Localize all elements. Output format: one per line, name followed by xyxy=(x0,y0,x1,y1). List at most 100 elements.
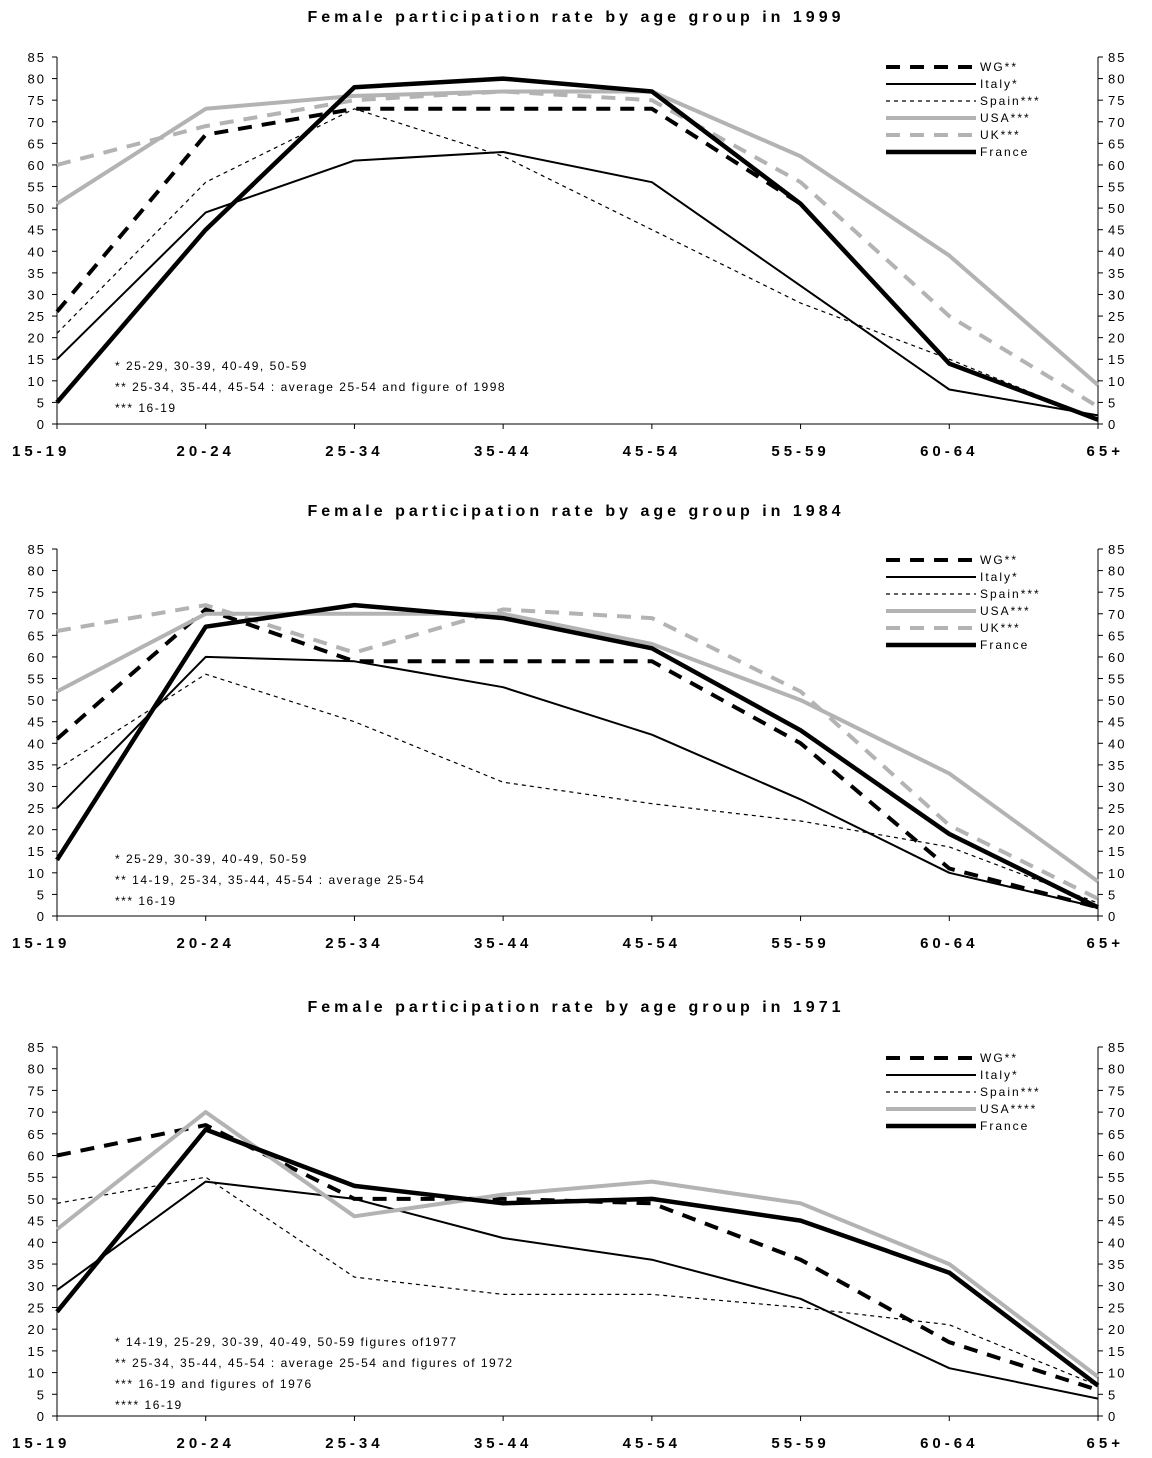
series-line-france xyxy=(55,602,1099,910)
y-tick-label-right: 85 xyxy=(1108,542,1126,557)
y-tick-label-right: 40 xyxy=(1108,244,1126,259)
y-tick-label-right: 15 xyxy=(1108,1344,1126,1359)
x-tick-label: 15-19 xyxy=(12,443,70,460)
y-tick-label-left: 0 xyxy=(37,417,46,432)
y-tick-label-left: 5 xyxy=(37,1387,46,1402)
x-tick-label: 20-24 xyxy=(177,443,235,460)
y-tick-label-right: 70 xyxy=(1108,115,1126,130)
y-tick-label-left: 0 xyxy=(37,909,46,924)
footnote: * 25-29, 30-39, 40-49, 50-59 xyxy=(115,359,308,373)
x-tick-label: 60-64 xyxy=(920,935,978,952)
series-line-spain xyxy=(56,108,1099,421)
y-tick-label-right: 15 xyxy=(1108,352,1126,367)
x-tick-label: 60-64 xyxy=(920,1435,978,1452)
y-tick-label-left: 50 xyxy=(28,693,46,708)
chart-title: Female participation rate by age group i… xyxy=(308,999,845,1016)
y-tick-label-left: 15 xyxy=(28,352,46,367)
y-tick-label-left: 65 xyxy=(28,1127,46,1142)
x-tick-label: 65+ xyxy=(1087,935,1124,952)
footnote: *** 16-19 xyxy=(115,401,177,415)
y-tick-label-left: 20 xyxy=(28,1322,46,1337)
y-tick-label-right: 5 xyxy=(1108,1387,1117,1402)
x-tick-label: 20-24 xyxy=(177,935,235,952)
series-line-uk xyxy=(56,89,1100,409)
legend-label: UK*** xyxy=(980,621,1021,635)
y-tick-label-left: 30 xyxy=(28,779,46,794)
legend-label: USA**** xyxy=(980,1102,1037,1116)
series-line-italy xyxy=(56,655,1099,909)
y-tick-label-left: 70 xyxy=(28,607,46,622)
footnote: ** 25-34, 35-44, 45-54 : average 25-54 a… xyxy=(115,1356,514,1370)
y-tick-label-right: 70 xyxy=(1108,1105,1126,1120)
y-tick-label-right: 20 xyxy=(1108,1322,1126,1337)
y-tick-label-left: 40 xyxy=(28,244,46,259)
y-tick-label-right: 60 xyxy=(1108,650,1126,665)
footnote: * 25-29, 30-39, 40-49, 50-59 xyxy=(115,852,308,866)
y-tick-label-left: 25 xyxy=(28,801,46,816)
x-tick-label: 60-64 xyxy=(920,443,978,460)
legend-label: USA*** xyxy=(980,604,1031,618)
y-tick-label-left: 70 xyxy=(28,115,46,130)
series-line-wg xyxy=(55,607,1099,910)
legend-label: France xyxy=(980,638,1029,652)
y-tick-label-left: 20 xyxy=(28,823,46,838)
legend-label: France xyxy=(980,1119,1029,1133)
y-tick-label-left: 75 xyxy=(28,585,46,600)
y-tick-label-left: 50 xyxy=(28,201,46,216)
x-tick-label: 35-44 xyxy=(474,443,532,460)
y-tick-label-right: 25 xyxy=(1108,801,1126,816)
chart-2: Female participation rate by age group i… xyxy=(12,999,1126,1452)
y-tick-label-right: 30 xyxy=(1108,1279,1126,1294)
y-tick-label-left: 50 xyxy=(28,1192,46,1207)
x-tick-label: 65+ xyxy=(1087,443,1124,460)
x-tick-label: 15-19 xyxy=(12,1435,70,1452)
series-line-uk xyxy=(56,603,1099,901)
y-tick-label-right: 80 xyxy=(1108,564,1126,579)
x-tick-label: 25-34 xyxy=(325,1435,383,1452)
series-line-france xyxy=(55,1127,1100,1388)
y-tick-label-left: 75 xyxy=(28,1083,46,1098)
series-line-italy xyxy=(56,151,1099,417)
y-tick-label-left: 40 xyxy=(28,736,46,751)
y-tick-label-right: 25 xyxy=(1108,309,1126,324)
x-tick-label: 25-34 xyxy=(325,443,383,460)
y-tick-label-right: 40 xyxy=(1108,736,1126,751)
y-tick-label-right: 65 xyxy=(1108,1127,1126,1142)
x-tick-label: 45-54 xyxy=(623,1435,681,1452)
x-tick-label: 55-59 xyxy=(771,935,829,952)
y-tick-label-left: 35 xyxy=(28,266,46,281)
legend-label: WG** xyxy=(980,1051,1018,1065)
y-tick-label-right: 85 xyxy=(1108,1040,1126,1055)
legend-label: USA*** xyxy=(980,111,1031,125)
y-tick-label-right: 20 xyxy=(1108,331,1126,346)
y-tick-label-right: 5 xyxy=(1108,887,1117,902)
y-tick-label-right: 70 xyxy=(1108,607,1126,622)
y-tick-label-left: 15 xyxy=(28,844,46,859)
series-line-france xyxy=(55,76,1099,422)
y-tick-label-left: 65 xyxy=(28,628,46,643)
y-tick-label-right: 50 xyxy=(1108,201,1126,216)
x-tick-label: 45-54 xyxy=(623,443,681,460)
series-line-usa xyxy=(55,89,1100,387)
y-tick-label-right: 65 xyxy=(1108,628,1126,643)
y-tick-label-right: 75 xyxy=(1108,1083,1126,1098)
y-tick-label-right: 35 xyxy=(1108,1257,1126,1272)
y-tick-label-left: 60 xyxy=(28,158,46,173)
y-tick-label-right: 0 xyxy=(1108,909,1117,924)
legend-label: Italy* xyxy=(980,570,1019,584)
footnote: ** 25-34, 35-44, 45-54 : average 25-54 a… xyxy=(115,380,506,394)
series-line-italy xyxy=(56,1180,1099,1400)
y-tick-label-right: 0 xyxy=(1108,1409,1117,1424)
y-tick-label-left: 45 xyxy=(28,1214,46,1229)
y-tick-label-left: 80 xyxy=(28,72,46,87)
y-tick-label-left: 85 xyxy=(28,1040,46,1055)
y-tick-label-right: 80 xyxy=(1108,1062,1126,1077)
y-tick-label-right: 35 xyxy=(1108,266,1126,281)
x-tick-label: 55-59 xyxy=(771,443,829,460)
y-tick-label-right: 30 xyxy=(1108,287,1126,302)
y-tick-label-left: 60 xyxy=(28,1149,46,1164)
y-tick-label-left: 45 xyxy=(28,223,46,238)
y-tick-label-left: 65 xyxy=(28,136,46,151)
y-tick-label-left: 10 xyxy=(28,1366,46,1381)
